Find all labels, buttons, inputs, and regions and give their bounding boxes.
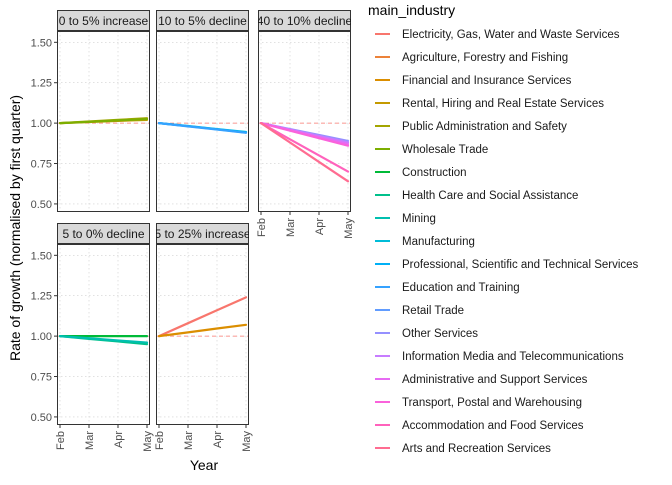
x-tick-label: Feb <box>55 431 67 450</box>
x-tick-label: Feb <box>256 218 268 237</box>
legend-label: Agriculture, Forestry and Fishing <box>402 52 568 64</box>
x-axis-title: Year <box>190 457 219 473</box>
legend-item: Accommodation and Food Services <box>375 420 584 432</box>
x-tick-label: Mar <box>84 431 96 450</box>
facet-strip-label: 10 to 5% decline <box>158 14 247 28</box>
facet-panel: 0 to 5% increase 0.50 0.75 1.00 1.25 1.50 <box>31 10 150 212</box>
legend-label: Health Care and Social Assistance <box>402 190 578 202</box>
y-tick-label: 1.25 <box>31 291 52 303</box>
facet-strip <box>258 10 351 31</box>
series-line <box>157 323 248 338</box>
legend-label: Financial and Insurance Services <box>402 75 572 87</box>
x-tick-label: May <box>142 431 154 452</box>
x-tick-label: Mar <box>285 218 297 237</box>
y-tick-label: 0.50 <box>31 412 52 424</box>
legend-item: Electricity, Gas, Water and Waste Servic… <box>375 29 620 41</box>
legend-label: Accommodation and Food Services <box>402 420 584 432</box>
legend-label: Education and Training <box>402 282 520 294</box>
y-tick-label: 1.25 <box>31 78 52 90</box>
legend-label: Arts and Recreation Services <box>402 443 551 455</box>
legend-item: Mining <box>375 213 436 225</box>
panel-border <box>258 31 351 212</box>
y-axis-title: Rate of growth (normalised by first quar… <box>7 95 23 361</box>
legend-item: Agriculture, Forestry and Fishing <box>375 52 568 64</box>
legend-item: Professional, Scientific and Technical S… <box>375 259 639 271</box>
facet-panel: 5 to 25% increase Feb Mar Apr May <box>154 223 253 452</box>
legend-label: Manufacturing <box>402 236 475 248</box>
legend-label: Mining <box>402 213 436 225</box>
legend-item: Other Services <box>375 328 478 340</box>
legend-label: Construction <box>402 167 467 179</box>
legend-label: Retail Trade <box>402 305 464 317</box>
legend-item: Financial and Insurance Services <box>375 75 572 87</box>
facet-strip-label: 40 to 10% decline <box>257 14 353 28</box>
legend-item: Public Administration and Safety <box>375 121 567 133</box>
panel-border <box>156 31 249 212</box>
facet-panel: 5 to 0% decline 0.50 0.75 1.00 1.25 1.50 Feb Ma… <box>31 223 154 452</box>
facet-strip <box>57 10 150 31</box>
series-line <box>58 335 149 344</box>
series-line <box>157 296 248 338</box>
legend-label: Rental, Hiring and Real Estate Services <box>402 98 604 110</box>
legend-title: main_industry <box>368 2 455 18</box>
legend-item: Administrative and Support Services <box>375 374 588 386</box>
legend-item: Education and Training <box>375 282 520 294</box>
legend-item: Retail Trade <box>375 305 464 317</box>
legend-label: Wholesale Trade <box>402 144 488 156</box>
y-tick-label: 1.00 <box>31 118 52 130</box>
x-tick-label: Apr <box>113 431 125 448</box>
x-tick-label: Apr <box>314 218 326 235</box>
y-tick-label: 0.50 <box>31 199 52 211</box>
legend-item: Rental, Hiring and Real Estate Services <box>375 98 604 110</box>
legend-item: Health Care and Social Assistance <box>375 190 578 202</box>
x-tick-label: Apr <box>212 431 224 448</box>
series-line <box>58 117 149 125</box>
facet-strip <box>57 223 150 244</box>
facet-strip <box>156 223 249 244</box>
facet-strip-label: 0 to 5% increase <box>59 14 149 28</box>
legend-label: Professional, Scientific and Technical S… <box>402 259 639 271</box>
series-line <box>259 122 350 183</box>
x-tick-label: Feb <box>154 431 166 450</box>
panel-border <box>156 244 249 425</box>
legend-label: Other Services <box>402 328 478 340</box>
legend-label: Public Administration and Safety <box>402 121 567 133</box>
facet-strip <box>156 10 249 31</box>
legend-label: Information Media and Telecommunications <box>402 351 624 363</box>
x-tick-label: May <box>241 431 253 452</box>
facet-strip-label: 5 to 0% decline <box>62 227 144 241</box>
legend-item: Manufacturing <box>375 236 475 248</box>
panel-border <box>57 244 150 425</box>
legend-label: Administrative and Support Services <box>402 374 588 386</box>
series-line <box>259 122 350 173</box>
x-tick-label: Mar <box>183 431 195 450</box>
facet-panel: 10 to 5% decline <box>156 10 249 212</box>
y-tick-label: 0.75 <box>31 372 52 384</box>
legend-item: Arts and Recreation Services <box>375 443 551 455</box>
x-tick-label: May <box>343 218 355 239</box>
legend-label: Transport, Postal and Warehousing <box>402 397 582 409</box>
legend-label: Electricity, Gas, Water and Waste Servic… <box>402 29 620 41</box>
panel-border <box>57 31 150 212</box>
y-tick-label: 1.00 <box>31 331 52 343</box>
series-line <box>157 122 248 134</box>
facet-strip-label: 5 to 25% increase <box>154 227 250 241</box>
legend: main_industry Electricity, Gas, Water and… <box>368 2 639 455</box>
legend-item: Wholesale Trade <box>375 144 488 156</box>
legend-item: Information Media and Telecommunications <box>375 351 624 363</box>
y-tick-label: 0.75 <box>31 159 52 171</box>
y-tick-label: 1.50 <box>31 250 52 262</box>
series-line <box>259 122 350 147</box>
legend-item: Transport, Postal and Warehousing <box>375 397 582 409</box>
y-tick-label: 1.50 <box>31 37 52 49</box>
facet-panel: 40 to 10% decline Feb Mar Apr May <box>256 10 355 239</box>
legend-item: Construction <box>375 167 467 179</box>
